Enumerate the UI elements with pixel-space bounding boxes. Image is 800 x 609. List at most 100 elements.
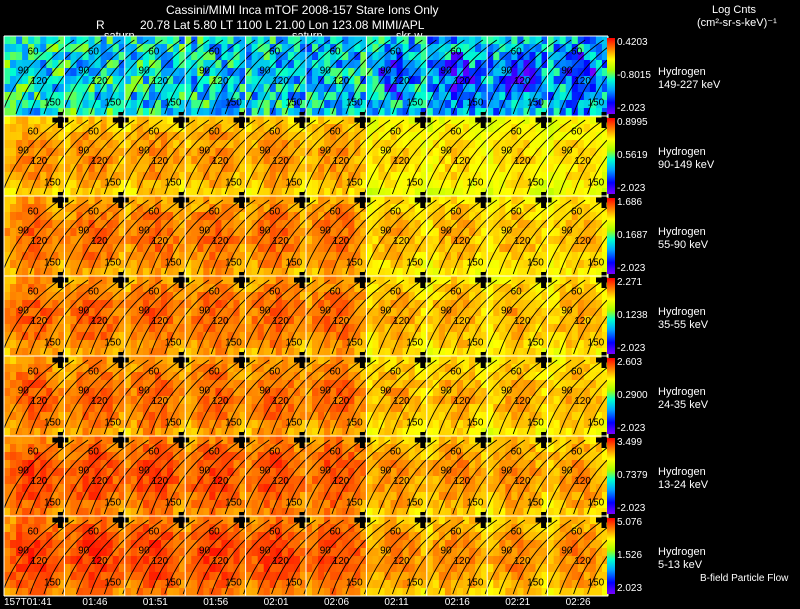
contour-label: 120 [333, 476, 350, 487]
units-label-2: (cm²-sr-s-keV)⁻¹ [697, 17, 777, 29]
contour-label: 90 [320, 306, 332, 317]
crosshair-marker [420, 512, 426, 528]
field-line [498, 199, 558, 275]
contour-label: 120 [333, 156, 350, 167]
contour-label: 150 [225, 498, 242, 509]
colorbar-4 [607, 358, 615, 434]
contour-label: 60 [511, 46, 523, 57]
field-line [526, 119, 586, 195]
contour-label: 60 [511, 126, 523, 137]
crosshair-marker [118, 512, 124, 528]
field-line [424, 119, 484, 195]
crosshair-marker [118, 352, 124, 368]
crosshair-marker [359, 512, 365, 528]
crosshair-marker [420, 112, 426, 128]
contour-label: 150 [588, 418, 605, 429]
field-line [224, 359, 284, 435]
field-line [498, 519, 558, 595]
contour-label: 90 [199, 306, 211, 317]
colorbar-min: -2.023 [617, 423, 646, 434]
time-tick-label: 02:26 [565, 597, 591, 608]
field-line [271, 279, 330, 355]
contour-label: 150 [346, 98, 363, 109]
crosshair-marker [480, 432, 486, 448]
ephem-r-label: R [96, 18, 105, 32]
contour-label: 60 [88, 126, 100, 137]
field-line [257, 39, 316, 115]
field-line [182, 439, 242, 515]
contour-label: 90 [501, 386, 513, 397]
crosshair-marker [541, 112, 547, 128]
contour-label: 90 [561, 306, 573, 317]
field-line [285, 439, 344, 515]
colorbar-min: -2.023 [617, 183, 646, 194]
contour-label: 150 [286, 418, 303, 429]
field-line [512, 439, 572, 515]
contour-label: 120 [574, 556, 591, 567]
contour-label: 60 [390, 286, 402, 297]
contour-label: 120 [151, 156, 168, 167]
field-line [484, 39, 544, 115]
field-line [438, 199, 498, 275]
crosshair-marker [601, 512, 607, 528]
contour-label: 60 [390, 206, 402, 217]
contour-label: 120 [453, 476, 470, 487]
contour-label: 150 [286, 98, 303, 109]
field-line [345, 359, 405, 435]
field-line [377, 519, 437, 595]
contour-label: 150 [44, 178, 61, 189]
contour-label: 150 [286, 178, 303, 189]
field-line [136, 119, 196, 195]
contour-label: 150 [286, 578, 303, 589]
heatmap-cell-2-0 [4, 196, 65, 277]
field-line [243, 519, 302, 595]
energy-range-label: 13-24 keV [658, 479, 709, 491]
contour-label: 90 [501, 146, 513, 157]
field-line [243, 199, 302, 275]
contour-label: 150 [467, 418, 484, 429]
contour-label: 120 [151, 76, 168, 87]
heatmap-cell-0-1 [64, 36, 126, 117]
heatmap-cell-0-9 [547, 36, 609, 117]
field-line [271, 119, 330, 195]
field-line [164, 279, 224, 355]
field-line [61, 519, 121, 595]
crosshair-marker [420, 352, 426, 368]
time-tick-label: 02:16 [444, 597, 470, 608]
contour-label: 60 [390, 46, 402, 57]
field-line [257, 199, 316, 275]
field-line [75, 359, 135, 435]
contour-label: 150 [104, 98, 121, 109]
contour-label: 150 [225, 178, 242, 189]
field-line [452, 439, 512, 515]
field-line [103, 519, 163, 595]
time-tick-label: 02:01 [263, 597, 289, 608]
field-line [498, 39, 558, 115]
contour-label: 60 [329, 46, 341, 57]
contour-label: 60 [571, 206, 583, 217]
field-line [103, 119, 163, 195]
contour-label: 120 [393, 476, 410, 487]
contour-label: 150 [104, 498, 121, 509]
field-line [363, 39, 423, 115]
heatmap-cell-3-7 [426, 276, 488, 357]
contour-label: 90 [259, 546, 271, 557]
contour-label: 90 [561, 546, 573, 557]
field-line [89, 39, 149, 115]
contour-label: 90 [561, 66, 573, 77]
field-line [182, 359, 242, 435]
contour-label: 60 [27, 526, 39, 537]
contour-label: 90 [441, 546, 453, 557]
contour-label: 60 [329, 526, 341, 537]
field-line [573, 279, 632, 355]
contour-label: 120 [393, 156, 410, 167]
field-line [545, 119, 604, 195]
crosshair-marker [57, 272, 63, 288]
contour-label: 120 [514, 476, 531, 487]
contour-label: 150 [346, 418, 363, 429]
field-line [61, 39, 121, 115]
field-line [122, 359, 182, 435]
field-line [303, 119, 363, 195]
crosshair-marker [541, 192, 547, 208]
